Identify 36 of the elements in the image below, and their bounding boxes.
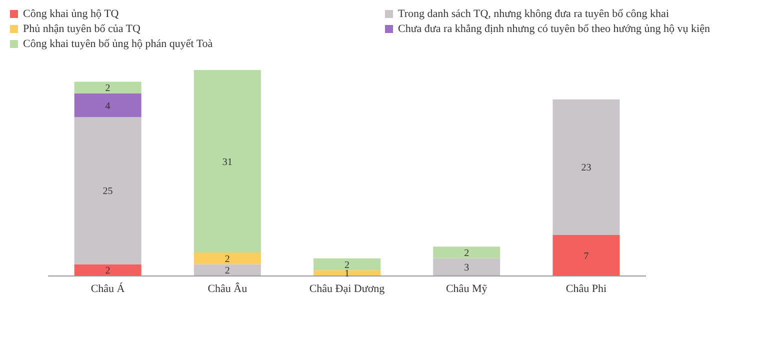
bar: [433, 246, 500, 258]
legend-label: Trong danh sách TQ, nhưng không đưa ra tuyên bố công khai: [398, 8, 669, 20]
bar: [552, 99, 620, 235]
data-label: 4: [105, 100, 110, 112]
legend-label: Chưa đưa ra khẳng định nhưng có tuyên bố theo hướng ủng hộ vụ kiện: [398, 23, 710, 35]
bar: [74, 117, 142, 264]
bar: [552, 234, 620, 276]
bar: [433, 258, 500, 276]
bar: [194, 252, 261, 264]
data-label: 25: [102, 186, 113, 198]
x-tick-label: Châu Mỹ: [446, 282, 488, 295]
data-label: 2: [464, 248, 470, 260]
bar: [74, 264, 142, 276]
x-tick-label: Châu Á: [90, 282, 125, 295]
data-label: 31: [222, 156, 232, 168]
data-label: 2: [344, 260, 350, 271]
bar: [314, 270, 381, 276]
data-label: 7: [584, 250, 589, 262]
bar: [194, 70, 261, 252]
x-tick-label: Châu Phi: [566, 282, 607, 295]
data-label: 2: [105, 83, 110, 94]
data-label: 23: [581, 162, 592, 174]
data-label: 3: [464, 262, 470, 274]
data-label: 2: [224, 266, 230, 277]
data-label: 2: [105, 266, 110, 277]
data-label: 2: [224, 254, 230, 265]
bar: [314, 258, 381, 270]
x-tick-label: Châu Đại Dương: [309, 282, 386, 295]
legend-label: Công khai ủng hộ TQ: [23, 8, 119, 20]
bar: [194, 264, 261, 276]
x-tick-label: Châu Âu: [208, 282, 248, 295]
data-label: 1: [344, 268, 350, 280]
legend-label: Phủ nhận tuyên bố của TQ: [23, 23, 140, 35]
bar: [74, 82, 142, 94]
bar: [74, 94, 142, 118]
legend-label: Công khai tuyên bố ủng hộ phán quyết Toà: [23, 38, 213, 50]
